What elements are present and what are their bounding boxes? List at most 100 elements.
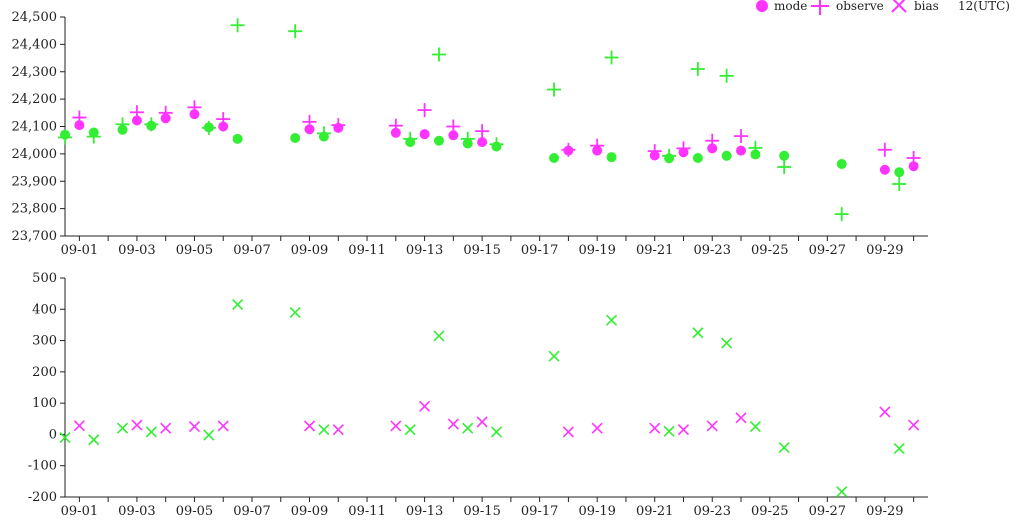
- x-tick-label: 09-07: [233, 504, 270, 519]
- x-tick-label: 09-05: [176, 243, 213, 258]
- legend: mode observe bias 12(UTC): [756, 0, 1010, 15]
- mode-point: [232, 133, 243, 144]
- bias-point: [232, 299, 244, 311]
- x-tick-label: 09-29: [866, 243, 903, 258]
- x-tick-label: 09-29: [866, 504, 903, 519]
- mode-point: [304, 124, 315, 135]
- x-tick-label: 09-11: [348, 243, 385, 258]
- bias-point: [332, 424, 344, 436]
- y-tick-label: 24,100: [12, 120, 58, 135]
- bias-point: [649, 422, 661, 434]
- mode-point: [477, 137, 488, 148]
- observe-point: [777, 160, 792, 175]
- bias-point: [663, 425, 675, 437]
- bias-point-b: [131, 419, 143, 431]
- observe-point: [158, 105, 173, 120]
- observe-point: [460, 131, 475, 146]
- x-tick-label: 09-15: [463, 504, 500, 519]
- observe-point: [877, 142, 892, 157]
- legend-time-label: 12(UTC): [958, 0, 1010, 13]
- y-tick-label: 24,500: [12, 10, 58, 25]
- mode-point: [390, 127, 401, 138]
- observe-point: [72, 110, 87, 125]
- bias-point: [677, 424, 690, 436]
- bias-point: [203, 429, 215, 441]
- bias-point: [390, 420, 402, 432]
- bias-point: [145, 426, 157, 438]
- bias-point-b: [232, 299, 244, 311]
- x-tick-label: 09-27: [809, 243, 846, 258]
- y-tick-label: 24,000: [12, 147, 58, 162]
- y-tick-label: 24,400: [12, 37, 58, 52]
- x-tick-label: 09-05: [176, 504, 213, 519]
- bias-point: [289, 306, 301, 318]
- x-tick-label: 09-23: [694, 243, 731, 258]
- mode-point: [419, 129, 430, 140]
- bias-point-b: [419, 400, 431, 412]
- observe-point: [417, 103, 432, 118]
- x-tick-label: 09-11: [348, 504, 385, 519]
- observe-point: [216, 112, 231, 127]
- mode-point: [74, 120, 85, 131]
- bias-point-b: [908, 419, 920, 431]
- observe-point: [331, 118, 346, 133]
- bias-point-b: [303, 420, 316, 432]
- bias-point-b: [706, 420, 718, 432]
- observe-point: [604, 50, 619, 65]
- bias-point: [73, 420, 85, 432]
- observe-point: [403, 131, 418, 146]
- bias-point: [447, 418, 459, 430]
- bias-point-b: [59, 431, 71, 444]
- bias-point-b: [692, 327, 704, 339]
- x-tick-label: 09-07: [233, 243, 270, 258]
- bias-point: [591, 422, 603, 434]
- mode-point: [692, 152, 703, 163]
- bias-point: [217, 420, 229, 432]
- bias-point-b: [836, 486, 848, 498]
- observe-point: [489, 137, 504, 152]
- y-tick-label: 400: [32, 302, 57, 317]
- legend-bias-marker: [891, 0, 907, 13]
- bias-point: [879, 406, 891, 418]
- bias-point: [735, 412, 747, 424]
- bias-point-b: [145, 426, 157, 438]
- bias-point-b: [893, 442, 905, 455]
- bias-point-b: [663, 425, 675, 437]
- mode-point: [606, 152, 617, 163]
- bias-point: [318, 424, 330, 436]
- x-tick-label: 09-03: [118, 243, 155, 258]
- bias-point-b: [879, 406, 891, 418]
- bias-point-b: [203, 429, 215, 441]
- mode-point: [779, 150, 790, 161]
- mode-point: [721, 150, 732, 161]
- observe-point: [86, 129, 101, 144]
- legend-mode-marker: [756, 0, 768, 12]
- y-tick-label: 23,900: [12, 174, 58, 189]
- observe-point: [388, 118, 403, 133]
- bias-point-b: [591, 422, 603, 434]
- observe-point: [676, 141, 691, 156]
- bias-point: [692, 327, 704, 339]
- mode-point: [448, 130, 459, 141]
- legend-mode-label: mode: [774, 0, 807, 13]
- observe-point: [302, 114, 317, 129]
- observe-point: [561, 142, 576, 157]
- mode-point: [707, 143, 718, 154]
- observe-point: [230, 18, 245, 33]
- bias-point-b: [649, 422, 661, 434]
- bias-point-b: [73, 420, 85, 432]
- bias-point: [404, 424, 416, 436]
- mode-point: [549, 152, 560, 163]
- observe-point: [719, 68, 734, 83]
- observe-point: [187, 100, 202, 115]
- observe-point: [201, 120, 216, 135]
- y-tick-label: 300: [32, 334, 57, 349]
- bias-point: [419, 400, 431, 412]
- x-tick-label: 09-19: [578, 243, 615, 258]
- bias-point: [778, 442, 790, 454]
- bias-point: [303, 420, 316, 432]
- bias-point-b: [160, 422, 172, 434]
- bias-point: [908, 419, 920, 431]
- legend-observe-label: observe: [836, 0, 884, 13]
- bias-point-b: [548, 350, 560, 362]
